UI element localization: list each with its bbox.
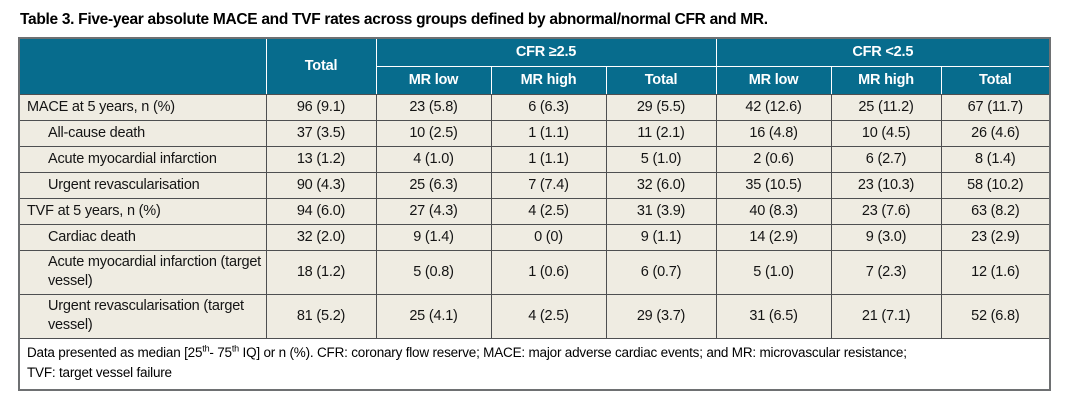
cell-value: 23 (5.8) <box>375 93 492 121</box>
cell-value: 81 (5.2) <box>265 293 377 339</box>
cell-value: 2 (0.6) <box>715 145 832 173</box>
row-label: TVF at 5 years, n (%) <box>18 197 267 225</box>
row-label: Acute myocardial infarction <box>18 145 267 173</box>
cell-value: 1 (0.6) <box>490 249 607 295</box>
table-row-all-cause-death: All-cause death 37 (3.5) 10 (2.5) 1 (1.1… <box>18 119 1051 147</box>
table-header: Total CFR ≥2.5 CFR <2.5 MR low MR high T… <box>18 37 1051 95</box>
col-header-total: Total <box>265 37 377 95</box>
cell-value: 35 (10.5) <box>715 171 832 199</box>
cell-value: 9 (1.1) <box>605 223 717 251</box>
table-row-cardiac-death: Cardiac death 32 (2.0) 9 (1.4) 0 (0) 9 (… <box>18 223 1051 251</box>
header-row-subgroups: MR low MR high Total MR low MR high Tota… <box>19 65 1051 95</box>
cell-value: 25 (11.2) <box>830 93 942 121</box>
cell-value: 0 (0) <box>490 223 607 251</box>
cell-value: 27 (4.3) <box>375 197 492 225</box>
cell-value: 5 (1.0) <box>605 145 717 173</box>
row-label: Urgent revascularisation <box>18 171 267 199</box>
cell-value: 7 (7.4) <box>490 171 607 199</box>
col-group-cfr-normal: CFR ≥2.5 <box>375 37 717 67</box>
cell-value: 21 (7.1) <box>830 293 942 339</box>
col-header-cfr-abnormal-mr-low: MR low <box>715 65 832 95</box>
footnote-text: IQ] or n (%). CFR: coronary flow reserve… <box>238 344 907 360</box>
footnote-row: Data presented as median [25th- 75th IQ]… <box>18 337 1051 391</box>
cell-value: 29 (5.5) <box>605 93 717 121</box>
cell-value: 63 (8.2) <box>940 197 1051 225</box>
col-header-cfr-normal-total: Total <box>605 65 717 95</box>
cell-value: 31 (6.5) <box>715 293 832 339</box>
table-row-acute-mi: Acute myocardial infarction 13 (1.2) 4 (… <box>18 145 1051 173</box>
row-label: Acute myocardial infarction (target vess… <box>18 249 267 295</box>
cell-value: 26 (4.6) <box>940 119 1051 147</box>
cell-value: 6 (2.7) <box>830 145 942 173</box>
table-title: Table 3. Five-year absolute MACE and TVF… <box>20 11 768 28</box>
cell-value: 58 (10.2) <box>940 171 1051 199</box>
cell-value: 14 (2.9) <box>715 223 832 251</box>
row-label: MACE at 5 years, n (%) <box>18 93 267 121</box>
cell-value: 10 (2.5) <box>375 119 492 147</box>
col-header-cfr-normal-mr-high: MR high <box>490 65 607 95</box>
cell-value: 37 (3.5) <box>265 119 377 147</box>
cell-value: 6 (6.3) <box>490 93 607 121</box>
table-row-urgent-revasc-target-vessel: Urgent revascularisation (target vessel)… <box>18 293 1051 339</box>
col-header-cfr-normal-mr-low: MR low <box>375 65 492 95</box>
cell-value: 90 (4.3) <box>265 171 377 199</box>
cell-value: 4 (2.5) <box>490 293 607 339</box>
table-footer: Data presented as median [25th- 75th IQ]… <box>18 337 1051 391</box>
cell-value: 32 (6.0) <box>605 171 717 199</box>
row-label-column-header <box>18 37 267 95</box>
footnote-text: - 75 <box>209 344 232 360</box>
table-row-mace: MACE at 5 years, n (%) 96 (9.1) 23 (5.8)… <box>18 93 1051 121</box>
footnote-text: Data presented as median [25 <box>27 344 203 360</box>
row-label: All-cause death <box>18 119 267 147</box>
cell-value: 9 (3.0) <box>830 223 942 251</box>
cell-value: 96 (9.1) <box>265 93 377 121</box>
cell-value: 94 (6.0) <box>265 197 377 225</box>
cell-value: 10 (4.5) <box>830 119 942 147</box>
cell-value: 4 (2.5) <box>490 197 607 225</box>
cell-value: 25 (6.3) <box>375 171 492 199</box>
cell-value: 40 (8.3) <box>715 197 832 225</box>
cell-value: 32 (2.0) <box>265 223 377 251</box>
cell-value: 42 (12.6) <box>715 93 832 121</box>
footnote-superscript: th <box>231 343 239 353</box>
col-header-cfr-abnormal-mr-high: MR high <box>830 65 942 95</box>
cell-value: 11 (2.1) <box>605 119 717 147</box>
cell-value: 29 (3.7) <box>605 293 717 339</box>
cell-value: 5 (1.0) <box>715 249 832 295</box>
cell-value: 31 (3.9) <box>605 197 717 225</box>
col-group-cfr-abnormal: CFR <2.5 <box>715 37 1051 67</box>
cell-value: 7 (2.3) <box>830 249 942 295</box>
cell-value: 23 (7.6) <box>830 197 942 225</box>
header-row-groups: Total CFR ≥2.5 CFR <2.5 <box>18 37 1051 95</box>
page: Table 3. Five-year absolute MACE and TVF… <box>18 11 1052 391</box>
cell-value: 8 (1.4) <box>940 145 1051 173</box>
footnote-superscript: th <box>202 343 210 353</box>
cell-value: 23 (10.3) <box>830 171 942 199</box>
cell-value: 1 (1.1) <box>490 119 607 147</box>
cell-value: 52 (6.8) <box>940 293 1051 339</box>
table-row-acute-mi-target-vessel: Acute myocardial infarction (target vess… <box>18 249 1051 295</box>
cell-value: 5 (0.8) <box>375 249 492 295</box>
footnote-line2: TVF: target vessel failure <box>27 364 172 380</box>
cell-value: 1 (1.1) <box>490 145 607 173</box>
row-label: Urgent revascularisation (target vessel) <box>18 293 267 339</box>
table-footnote: Data presented as median [25th- 75th IQ]… <box>18 337 1051 391</box>
mace-tvf-table: Total CFR ≥2.5 CFR <2.5 MR low MR high T… <box>18 37 1052 391</box>
col-header-cfr-abnormal-total: Total <box>940 65 1051 95</box>
cell-value: 6 (0.7) <box>605 249 717 295</box>
footnote-line1: Data presented as median [25th- 75th IQ]… <box>27 343 1041 363</box>
cell-value: 16 (4.8) <box>715 119 832 147</box>
cell-value: 13 (1.2) <box>265 145 377 173</box>
row-label: Cardiac death <box>18 223 267 251</box>
table-row-tvf: TVF at 5 years, n (%) 94 (6.0) 27 (4.3) … <box>18 197 1051 225</box>
cell-value: 18 (1.2) <box>265 249 377 295</box>
cell-value: 4 (1.0) <box>375 145 492 173</box>
table-body: MACE at 5 years, n (%) 96 (9.1) 23 (5.8)… <box>18 93 1051 339</box>
table-row-urgent-revasc: Urgent revascularisation 90 (4.3) 25 (6.… <box>18 171 1051 199</box>
cell-value: 23 (2.9) <box>940 223 1051 251</box>
cell-value: 25 (4.1) <box>375 293 492 339</box>
cell-value: 67 (11.7) <box>940 93 1051 121</box>
cell-value: 12 (1.6) <box>940 249 1051 295</box>
cell-value: 9 (1.4) <box>375 223 492 251</box>
